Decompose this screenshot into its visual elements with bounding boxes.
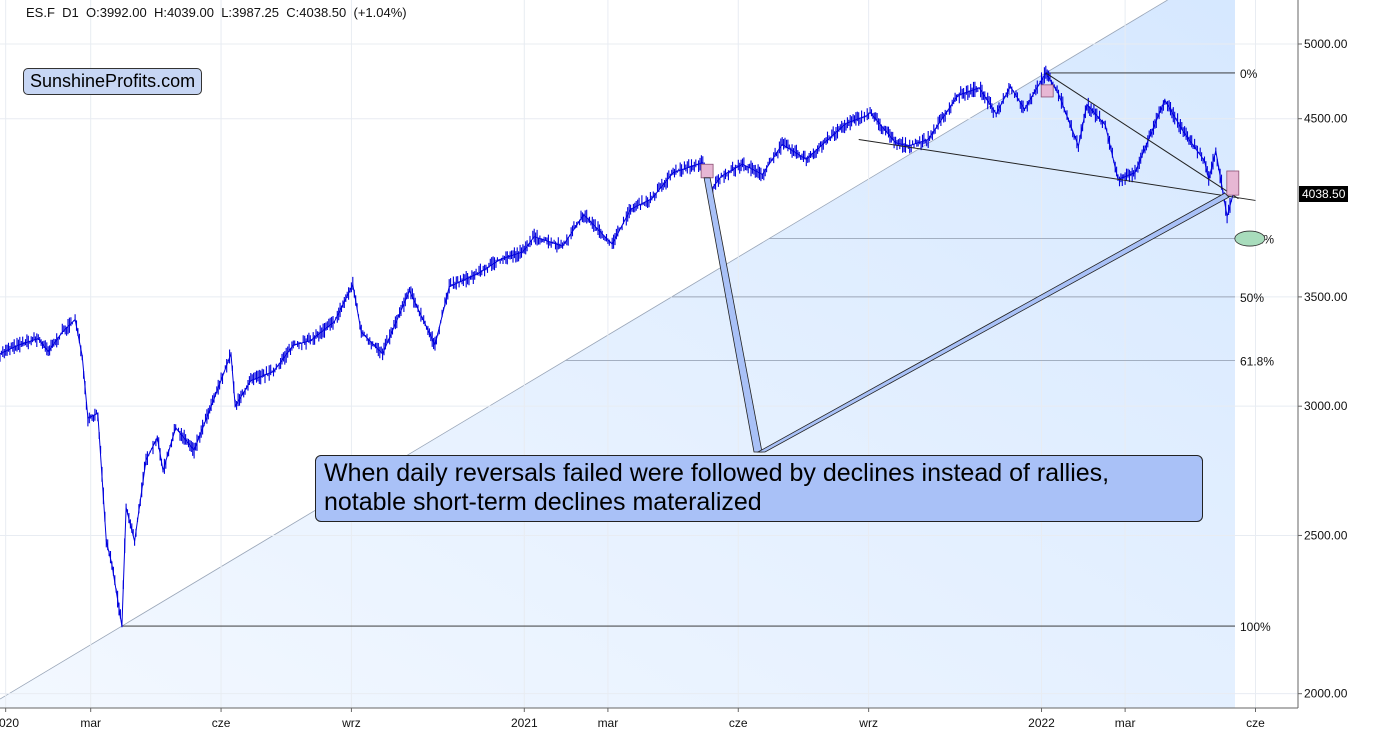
instrument-header: ES.F D1 O:3992.00 H:4039.00 L:3987.25 C:… — [26, 5, 407, 20]
y-tick-label-1: 2500.00 — [1304, 528, 1348, 542]
target-ellipse — [1234, 230, 1266, 247]
x-tick-label-7: wrz — [858, 716, 878, 730]
y-tick-label-0: 2000.00 — [1304, 687, 1348, 701]
annotation-callout: When daily reversals failed were followe… — [315, 455, 1203, 522]
fib-channel-fill — [0, 0, 1235, 708]
brand-label: SunshineProfits.com — [23, 68, 203, 95]
fib-channel-area — [0, 0, 1235, 708]
fib-diagonal — [0, 0, 1168, 700]
reversal-marker-2 — [1226, 170, 1240, 196]
reversal-marker-1 — [1040, 84, 1054, 98]
fib-level-label-0: 0% — [1240, 67, 1258, 81]
annotation-line-1: When daily reversals failed were followe… — [324, 459, 1110, 487]
x-tick-label-2: cze — [212, 716, 231, 730]
open-value: O:3992.00 — [86, 5, 147, 20]
x-tick-label-3: wrz — [341, 716, 361, 730]
x-tick-label-4: 2021 — [511, 716, 538, 730]
pointer-to-marker-3 — [756, 192, 1230, 453]
price-series — [0, 65, 1234, 628]
high-value: H:4039.00 — [153, 5, 214, 20]
price-line — [0, 71, 1234, 627]
interval: D1 — [62, 5, 79, 20]
change-value: (+1.04%) — [353, 5, 407, 20]
axes: 2000.00 2500.00 3000.00 3500.00 4500.00 5000.… — [0, 0, 1348, 730]
y-tick-label-4: 4500.00 — [1304, 112, 1348, 126]
fib-level-label-3: 61.8% — [1240, 354, 1274, 368]
x-tick-label-10: cze — [1246, 716, 1265, 730]
x-tick-label-1: mar — [80, 716, 101, 730]
fib-level-label-2: 50% — [1240, 291, 1264, 305]
last-price-badge: 4038.50 — [1299, 186, 1349, 203]
y-tick-label-3: 3500.00 — [1304, 290, 1348, 304]
trendline-1 — [1045, 72, 1239, 200]
trendline-0 — [858, 138, 1256, 201]
y-tick-label-2: 3000.00 — [1304, 399, 1348, 413]
x-tick-label-0: 2020 — [0, 716, 19, 730]
close-value: C:4038.50 — [286, 5, 347, 20]
low-value: L:3987.25 — [221, 5, 280, 20]
x-tick-label-6: cze — [729, 716, 748, 730]
reversal-markers — [700, 84, 1266, 247]
x-tick-label-5: mar — [598, 716, 619, 730]
x-tick-label-9: mar — [1115, 716, 1136, 730]
y-tick-label-5: 5000.00 — [1304, 37, 1348, 51]
trendlines — [858, 72, 1256, 201]
annotation-line-2: notable short-term declines materalized — [324, 488, 762, 516]
callout-pointers — [703, 177, 1230, 453]
x-tick-label-8: 2022 — [1028, 716, 1055, 730]
reversal-marker-0 — [700, 163, 714, 179]
symbol: ES.F — [26, 5, 55, 20]
fib-level-label-4: 100% — [1240, 620, 1271, 634]
